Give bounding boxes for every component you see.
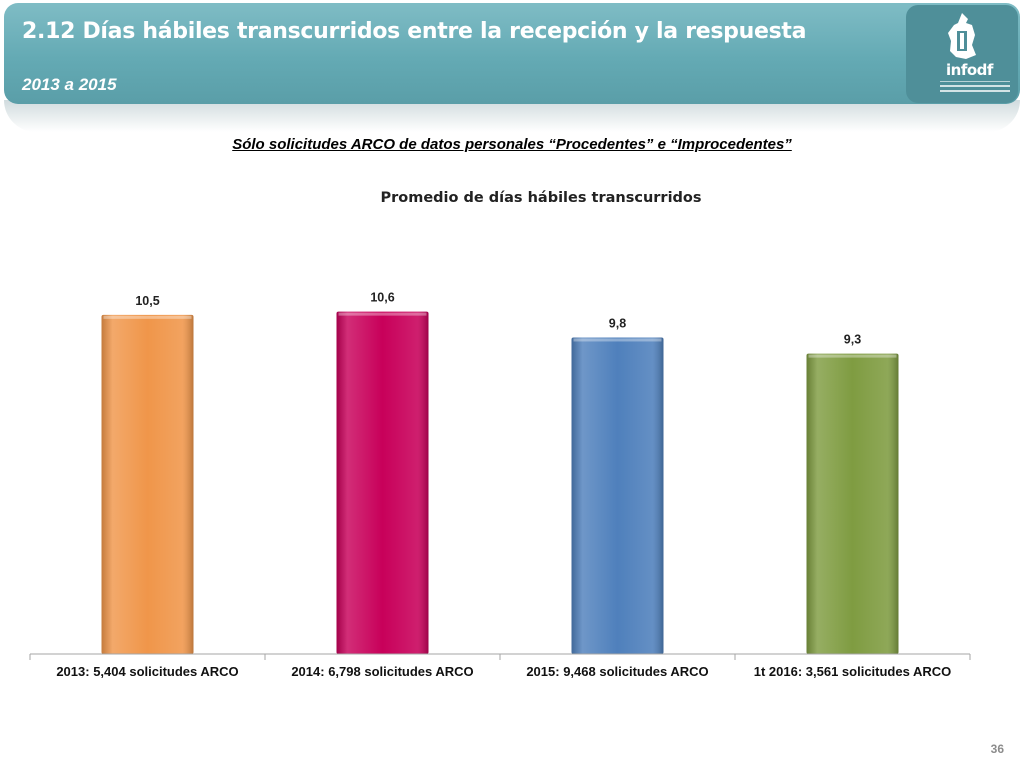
title-banner: 2.12 Días hábiles transcurridos entre la…	[4, 3, 1020, 104]
slide-subtitle: 2013 a 2015	[22, 75, 117, 94]
x-tick-label-1: 2013: 5,404 solicitudes ARCO	[56, 664, 238, 679]
chart-heading: Sólo solicitudes ARCO de datos personale…	[232, 136, 792, 153]
x-tick-label-2: 2014: 6,798 solicitudes ARCO	[291, 664, 473, 679]
data-label-3: 9,8	[609, 316, 626, 330]
data-label-4: 9,3	[844, 333, 861, 347]
x-tick-label-3: 2015: 9,468 solicitudes ARCO	[526, 664, 708, 679]
data-label-2: 10,6	[370, 291, 394, 305]
infodf-logo: infodf	[906, 5, 1018, 103]
slide-title: 2.12 Días hábiles transcurridos entre la…	[22, 19, 807, 44]
header-shadow	[4, 100, 1020, 132]
page-number: 36	[990, 742, 1004, 756]
chart-title: Promedio de días hábiles transcurridos	[380, 190, 701, 206]
bar-2	[336, 311, 429, 654]
bar-1	[101, 314, 194, 654]
city-emblem-icon	[948, 13, 976, 59]
data-label-1: 10,5	[135, 294, 159, 308]
logo-tagline-lines	[940, 81, 1010, 96]
logo-wordmark: infodf	[946, 61, 993, 79]
bar-4	[806, 353, 899, 654]
x-tick-label-4: 1t 2016: 3,561 solicitudes ARCO	[754, 664, 952, 679]
bar-3	[571, 337, 664, 654]
